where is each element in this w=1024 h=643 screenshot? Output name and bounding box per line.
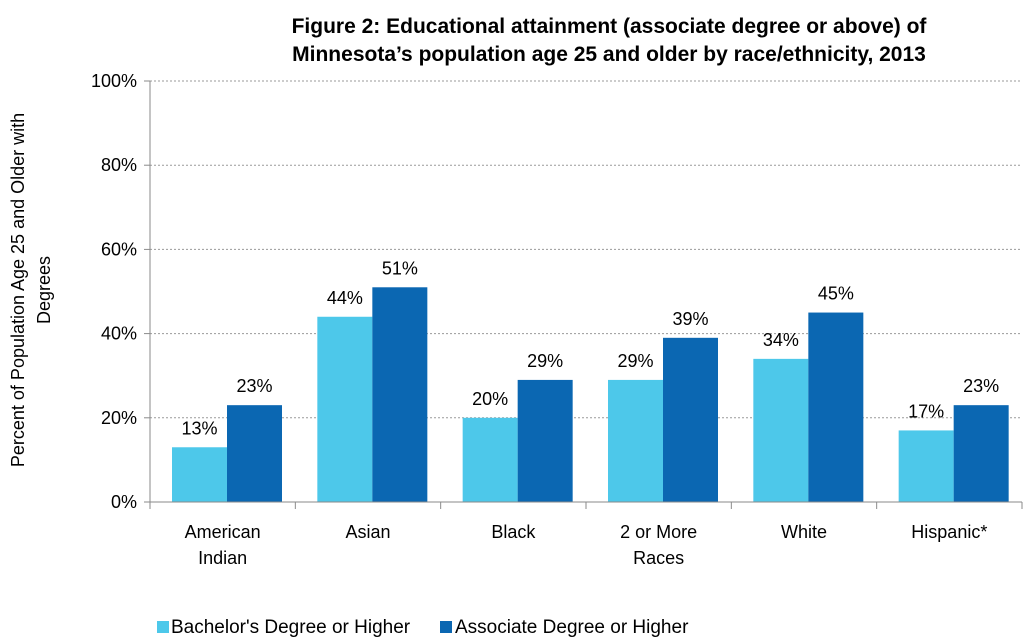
chart-title-line: Figure 2: Educational attainment (associ… — [292, 15, 928, 38]
category-labels: American Indian Asian Black 2 or More Races Wh… — [185, 522, 988, 568]
legend-label: Associate Degree or Higher — [455, 617, 689, 638]
bar-bachelors — [462, 417, 518, 502]
category-label: 2 or More — [620, 522, 697, 542]
bar-associate — [808, 312, 864, 502]
data-label: 20% — [472, 389, 508, 409]
legend: Bachelor's Degree or Higher Associate Deg… — [157, 617, 689, 638]
data-labels: 13% 23% 44% 51% 20% 29% 29% 39% 34% 45% 17% 23% — [181, 258, 999, 438]
data-label: 23% — [963, 376, 999, 396]
category-label: White — [781, 522, 827, 542]
chart-title-line: Minnesota’s population age 25 and older … — [292, 43, 926, 66]
y-axis-label: Percent of Population Age 25 and Older w… — [8, 113, 54, 467]
bar-associate — [663, 337, 718, 502]
bar-bachelors — [317, 316, 373, 502]
data-label: 23% — [236, 376, 272, 396]
legend-swatch — [157, 621, 169, 633]
y-axis-ticks: 0% 20% 40% 60% 80% 100% — [91, 71, 150, 512]
bar-associate — [227, 405, 282, 502]
x-axis — [149, 81, 1023, 509]
y-tick-label: 40% — [101, 324, 137, 344]
data-label: 13% — [181, 418, 217, 438]
category-label: American — [185, 522, 261, 542]
data-label: 29% — [527, 351, 563, 371]
legend-label: Bachelor's Degree or Higher — [171, 617, 411, 638]
y-tick-label: 60% — [101, 239, 137, 259]
data-label: 29% — [617, 351, 653, 371]
data-label: 17% — [908, 401, 944, 421]
bar-bachelors — [172, 447, 227, 502]
gridlines — [150, 80, 1022, 419]
bar-associate — [953, 405, 1009, 502]
bar-bachelors — [753, 358, 809, 502]
y-axis-title-line: Percent of Population Age 25 and Older w… — [8, 113, 28, 467]
data-label: 44% — [327, 288, 363, 308]
legend-swatch — [440, 621, 452, 633]
chart-title: Figure 2: Educational attainment (associ… — [292, 15, 928, 66]
bar-associate — [517, 379, 573, 502]
bars — [172, 287, 1009, 502]
category-label: Asian — [345, 522, 390, 542]
bar-bachelors — [608, 379, 663, 502]
y-tick-label: 20% — [101, 408, 137, 428]
y-tick-label: 80% — [101, 155, 137, 175]
category-label: Black — [491, 522, 536, 542]
bar-associate — [372, 287, 428, 502]
data-label: 39% — [672, 309, 708, 329]
category-label: Hispanic* — [911, 522, 987, 542]
data-label: 45% — [818, 284, 854, 304]
y-tick-label: 100% — [91, 71, 137, 91]
y-axis-title-line: Degrees — [34, 256, 54, 324]
data-label: 34% — [763, 330, 799, 350]
bar-bachelors — [898, 430, 954, 502]
category-label: Indian — [198, 548, 247, 568]
data-label: 51% — [382, 258, 418, 278]
y-tick-label: 0% — [111, 492, 137, 512]
category-label: Races — [633, 548, 684, 568]
